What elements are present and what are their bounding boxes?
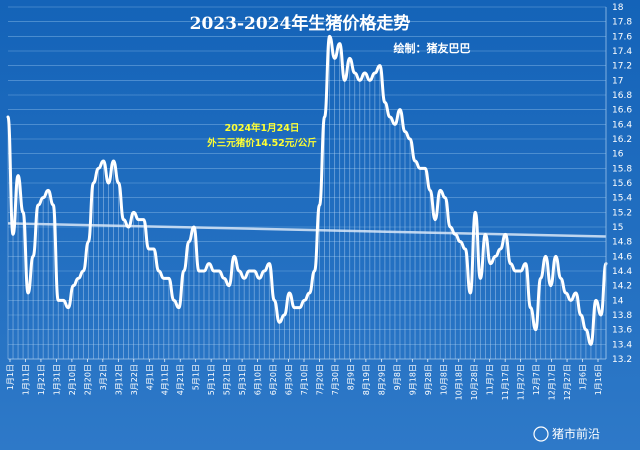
- x-tick-label: 11月27日: [517, 364, 526, 400]
- y-tick-label: 14.6: [612, 252, 632, 262]
- x-tick-label: 11月7日: [486, 364, 495, 395]
- y-tick-label: 16: [612, 150, 624, 160]
- y-tick-label: 15.6: [612, 179, 632, 189]
- x-tick-label: 7月20日: [315, 364, 324, 395]
- y-tick-label: 16.2: [612, 135, 632, 145]
- x-tick-label: 12月7日: [532, 364, 541, 395]
- y-tick-label: 14: [612, 296, 624, 306]
- x-tick-label: 1月21日: [37, 364, 46, 395]
- x-tick-label: 8月29日: [377, 364, 386, 395]
- watermark-icon: [533, 426, 549, 442]
- price-series: [6, 34, 608, 346]
- x-tick-label: 2月20日: [83, 364, 92, 395]
- y-tick-label: 13.4: [612, 340, 632, 350]
- chart-subtitle: 绘制：猪友巴巴: [394, 41, 471, 55]
- y-tick-label: 14.8: [612, 238, 632, 248]
- x-tick-label: 9月18日: [408, 364, 417, 395]
- y-tick-label: 17: [612, 76, 623, 86]
- x-tick-label: 1月31日: [52, 364, 61, 395]
- x-tick-label: 1月11日: [21, 364, 30, 395]
- y-tick-label: 16.6: [612, 106, 632, 116]
- watermark-text: 猪市前沿: [552, 426, 600, 441]
- y-axis: 13.2 13.4 13.6 13.8 14 14.2 14.4 14.6 14.8 15 15.2…: [8, 3, 632, 365]
- y-tick-label: 15.4: [612, 194, 632, 204]
- y-tick-label: 14.4: [612, 267, 632, 277]
- x-tick-label: 6月30日: [285, 364, 294, 395]
- x-tick-label: 1月16日: [594, 364, 603, 395]
- x-tick-label: 5月31日: [238, 364, 247, 395]
- x-tick-label: 9月8日: [393, 364, 402, 390]
- x-tick-label: 9月28日: [424, 364, 433, 395]
- y-tick-label: 17.2: [612, 62, 632, 72]
- x-tick-label: 12月17日: [548, 364, 557, 400]
- x-tick-label: 7月30日: [331, 364, 340, 395]
- x-tick-label: 11月17日: [501, 364, 510, 400]
- price-line: [6, 34, 608, 346]
- x-tick-label: 4月21日: [176, 364, 185, 395]
- annotation-date: 2024年1月24日: [225, 122, 300, 134]
- x-tick-label: 5月11日: [207, 364, 216, 395]
- x-tick-label: 10月18日: [455, 364, 464, 400]
- y-tick-label: 13.6: [612, 326, 632, 336]
- area-fill: [7, 36, 607, 359]
- x-tick-label: 7月10日: [300, 364, 309, 395]
- x-tick-label: 6月10日: [254, 364, 263, 395]
- x-tick-label: 3月12日: [114, 364, 123, 395]
- y-tick-label: 17.4: [612, 47, 632, 57]
- x-tick-label: 4月1日: [145, 364, 154, 390]
- y-tick-label: 16.8: [612, 91, 632, 101]
- y-tick-label: 17.6: [612, 32, 632, 42]
- y-tick-label: 15.8: [612, 164, 632, 174]
- x-axis: 1月1日 1月11日 1月21日 1月31日 2月10日 2月20日 3月2日 3月12日 3月…: [6, 359, 603, 400]
- y-tick-label: 14.2: [612, 282, 632, 292]
- y-tick-label: 18: [612, 3, 624, 13]
- x-tick-label: 3月22日: [130, 364, 139, 395]
- x-tick-label: 6月20日: [269, 364, 278, 395]
- x-tick-label: 4月11日: [161, 364, 170, 395]
- x-tick-label: 1月1日: [6, 364, 15, 390]
- x-tick-label: 12月27日: [563, 364, 572, 400]
- x-tick-label: 10月8日: [439, 364, 448, 395]
- annotation-price: 外三元猪价14.52元/公斤: [206, 137, 317, 149]
- y-tick-label: 15: [612, 223, 623, 233]
- x-tick-label: 10月28日: [470, 364, 479, 400]
- y-tick-label: 15.2: [612, 208, 632, 218]
- x-tick-label: 8月9日: [346, 364, 355, 390]
- x-tick-label: 1月6日: [579, 364, 588, 390]
- x-tick-label: 5月1日: [192, 364, 201, 390]
- y-tick-label: 13.2: [612, 355, 632, 365]
- y-tick-label: 16.4: [612, 120, 632, 130]
- chart-title: 2023-2024年生猪价格走势: [190, 13, 411, 34]
- grid-lines: [8, 6, 606, 360]
- x-tick-label: 2月10日: [68, 364, 77, 395]
- x-tick-label: 3月2日: [99, 364, 108, 390]
- x-tick-label: 8月19日: [362, 364, 371, 395]
- x-tick-label: 5月21日: [223, 364, 232, 395]
- y-tick-label: 13.8: [612, 311, 632, 321]
- y-tick-label: 17.8: [612, 18, 632, 28]
